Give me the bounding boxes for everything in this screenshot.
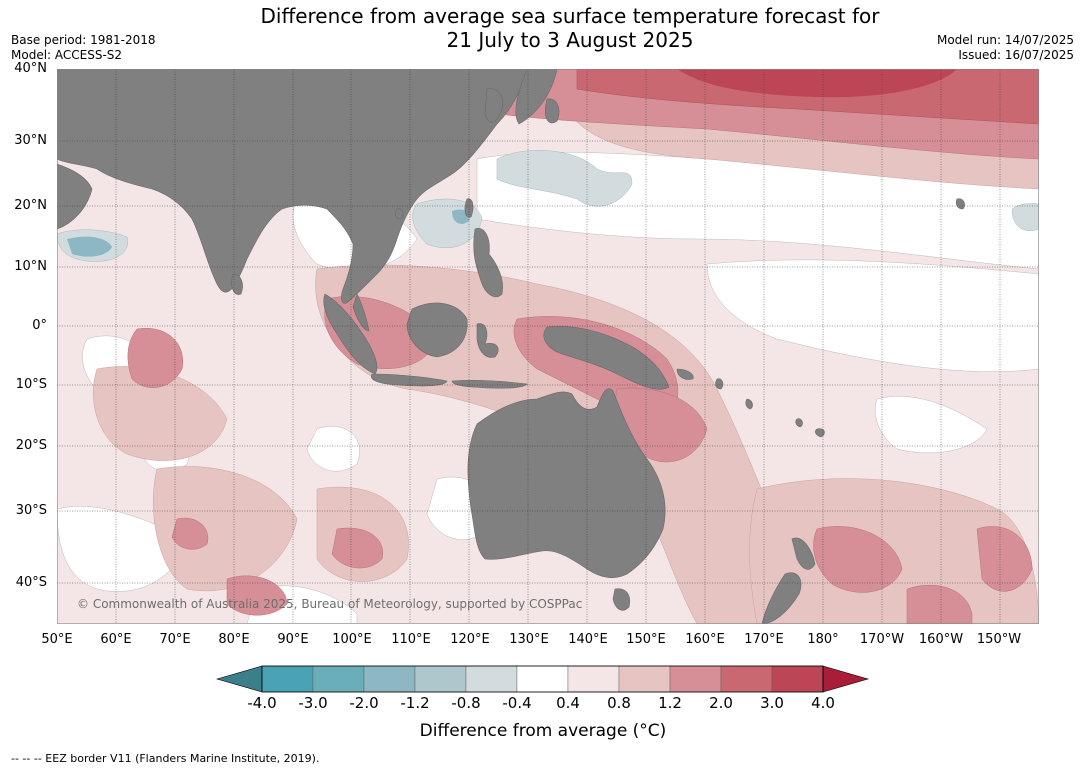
lon-label: 170°W — [859, 632, 905, 647]
borneo — [406, 302, 468, 358]
colorbar-cell — [465, 665, 518, 693]
lat-label: 0° — [32, 318, 47, 333]
lon-label: 150°W — [976, 632, 1022, 647]
issued-date: Issued: 16/07/2025 — [958, 48, 1074, 62]
sst-anomaly-map — [57, 69, 1039, 624]
tasmania — [612, 588, 630, 611]
lon-label: 150°E — [626, 632, 666, 647]
lon-label: 60°E — [100, 632, 132, 647]
colorbar-cell — [312, 665, 365, 693]
meta-right: Model run: 14/07/2025 Issued: 16/07/2025 — [937, 33, 1074, 63]
colorbar-cell — [720, 665, 773, 693]
new-zealand-north — [791, 537, 816, 570]
lon-label: 110°E — [391, 632, 431, 647]
colorbar-cell — [363, 665, 416, 693]
lon-label: 170°E — [744, 632, 784, 647]
colorbar-cell — [261, 665, 314, 693]
asia-mainland — [57, 69, 528, 304]
colorbar-cell — [618, 665, 671, 693]
colorbar — [215, 665, 870, 693]
lon-label: 160°W — [918, 632, 964, 647]
taiwan — [464, 198, 474, 218]
lat-label: 40°S — [15, 575, 47, 590]
colorbar-cell — [567, 665, 620, 693]
warm-anomaly-peak — [677, 69, 957, 98]
colorbar-frame — [261, 665, 824, 693]
lon-label: 100°E — [332, 632, 372, 647]
lon-label: 160°E — [685, 632, 725, 647]
lon-label: 130°E — [509, 632, 549, 647]
colorbar-tick: -2.0 — [349, 694, 379, 712]
lon-label: 120°E — [450, 632, 490, 647]
lon-label: 50°E — [41, 632, 73, 647]
colorbar-extend-high — [822, 665, 870, 693]
lon-label: 90°E — [277, 632, 309, 647]
colorbar-tick: 0.4 — [556, 694, 580, 712]
model-run: Model run: 14/07/2025 — [936, 33, 1074, 47]
lat-label: 20°S — [15, 438, 47, 453]
map-frame — [57, 69, 1039, 624]
new-guinea — [543, 326, 670, 390]
australia — [467, 388, 666, 578]
lon-label: 140°E — [568, 632, 608, 647]
eez-legend: -- -- -- EEZ border V11 (Flanders Marine… — [11, 752, 320, 765]
land-masses — [57, 69, 965, 624]
colorbar-title: Difference from average (°C) — [419, 721, 667, 741]
colorbar-cell — [669, 665, 722, 693]
lat-label: 20°N — [14, 198, 47, 213]
base-period: Base period: 1981-2018 — [11, 33, 156, 47]
map-title: Difference from average sea surface temp… — [200, 4, 940, 52]
sulawesi — [476, 323, 499, 358]
lon-label: 70°E — [159, 632, 191, 647]
sri-lanka — [231, 273, 243, 295]
colorbar-cells — [215, 665, 870, 693]
lat-label: 30°S — [15, 503, 47, 518]
java — [370, 373, 448, 387]
title-line-2: 21 July to 3 August 2025 — [446, 28, 694, 52]
colorbar-tick: -0.4 — [502, 694, 532, 712]
colorbar-cell — [414, 665, 467, 693]
colorbar-tick: 1.2 — [658, 694, 682, 712]
lat-label: 30°N — [14, 133, 47, 148]
title-line-1: Difference from average sea surface temp… — [260, 4, 880, 28]
colorbar-cell — [771, 665, 824, 693]
colorbar-tick: 2.0 — [709, 694, 733, 712]
arabian-peninsula — [57, 163, 93, 230]
copyright-notice: © Commonwealth of Australia 2025, Bureau… — [77, 597, 583, 611]
lon-label: 80°E — [218, 632, 250, 647]
new-zealand-south — [761, 572, 802, 624]
lat-label: 40°N — [14, 61, 47, 76]
lon-label: 180° — [807, 632, 839, 647]
colorbar-cell — [516, 665, 569, 693]
korea — [484, 88, 503, 123]
lat-label: 10°S — [15, 377, 47, 392]
colorbar-tick: -1.2 — [400, 694, 430, 712]
philippines — [473, 228, 503, 298]
colorbar-tick: 0.8 — [607, 694, 631, 712]
colorbar-tick: -4.0 — [247, 694, 277, 712]
meta-left: Base period: 1981-2018 Model: ACCESS-S2 — [11, 33, 156, 63]
model-name: Model: ACCESS-S2 — [11, 48, 123, 62]
japan — [515, 69, 558, 125]
colorbar-extend-low — [215, 665, 263, 693]
colorbar-tick: 3.0 — [760, 694, 784, 712]
colorbar-tick: 4.0 — [811, 694, 835, 712]
colorbar-tick: -0.8 — [451, 694, 481, 712]
gridlines — [57, 69, 1039, 624]
lat-label: 10°N — [14, 259, 47, 274]
colorbar-tick: -3.0 — [298, 694, 328, 712]
